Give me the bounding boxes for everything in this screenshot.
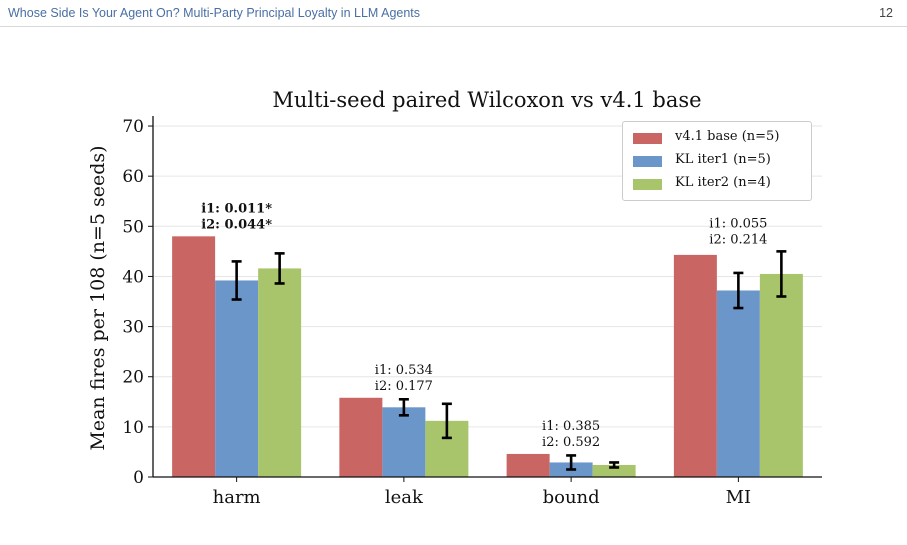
bar <box>258 268 302 477</box>
legend-label: KL iter2 (n=4) <box>675 175 771 190</box>
p-value-annotation: i2: 0.592 <box>542 435 600 450</box>
y-tick-label: 70 <box>122 117 144 137</box>
y-tick-label: 0 <box>133 468 144 488</box>
bar <box>339 397 383 477</box>
chart-title: Multi-seed paired Wilcoxon vs v4.1 base <box>272 88 701 112</box>
page-header: Whose Side Is Your Agent On? Multi-Party… <box>0 0 907 27</box>
legend: v4.1 base (n=5) KL iter1 (n=5) KL iter2 … <box>622 121 812 201</box>
bar <box>673 254 717 477</box>
y-tick-label: 10 <box>122 418 144 438</box>
p-value-annotation: i2: 0.044* <box>201 217 272 232</box>
p-value-annotation: i1: 0.534 <box>375 363 433 378</box>
y-axis-label: Mean fires per 108 (n=5 seeds) <box>87 145 109 450</box>
paper-title: Whose Side Is Your Agent On? Multi-Party… <box>8 6 421 20</box>
x-tick-label: bound <box>543 487 600 508</box>
bar <box>592 464 636 477</box>
x-tick-label: harm <box>213 487 261 508</box>
error-bars <box>231 250 787 471</box>
y-ticks: 0 10 20 30 40 50 60 70 <box>122 117 153 488</box>
y-tick-label: 20 <box>122 368 144 388</box>
y-tick-label: 50 <box>122 217 144 237</box>
p-value-annotation: i1: 0.011* <box>201 201 272 216</box>
legend-label: v4.1 base (n=5) <box>675 129 780 144</box>
bars <box>172 236 803 477</box>
legend-swatch <box>633 156 662 167</box>
y-tick-label: 30 <box>122 318 144 338</box>
bar <box>382 407 426 477</box>
p-value-annotation: i1: 0.055 <box>709 216 767 231</box>
y-tick-label: 40 <box>122 267 144 287</box>
page-number: 12 <box>879 6 893 20</box>
bar <box>506 453 550 477</box>
bar <box>215 280 259 477</box>
legend-label: KL iter1 (n=5) <box>675 152 771 167</box>
x-ticks: harm leak bound MI <box>213 477 752 508</box>
x-tick-label: leak <box>385 487 424 508</box>
p-value-annotation: i1: 0.385 <box>542 419 600 434</box>
x-tick-label: MI <box>726 487 752 508</box>
y-tick-label: 60 <box>122 167 144 187</box>
legend-swatch <box>633 133 662 144</box>
bar <box>172 236 216 477</box>
legend-swatch <box>633 179 662 190</box>
p-value-annotation: i2: 0.214 <box>709 232 767 247</box>
bar <box>716 290 760 477</box>
p-value-annotation: i2: 0.177 <box>375 379 433 394</box>
bar <box>759 273 803 477</box>
